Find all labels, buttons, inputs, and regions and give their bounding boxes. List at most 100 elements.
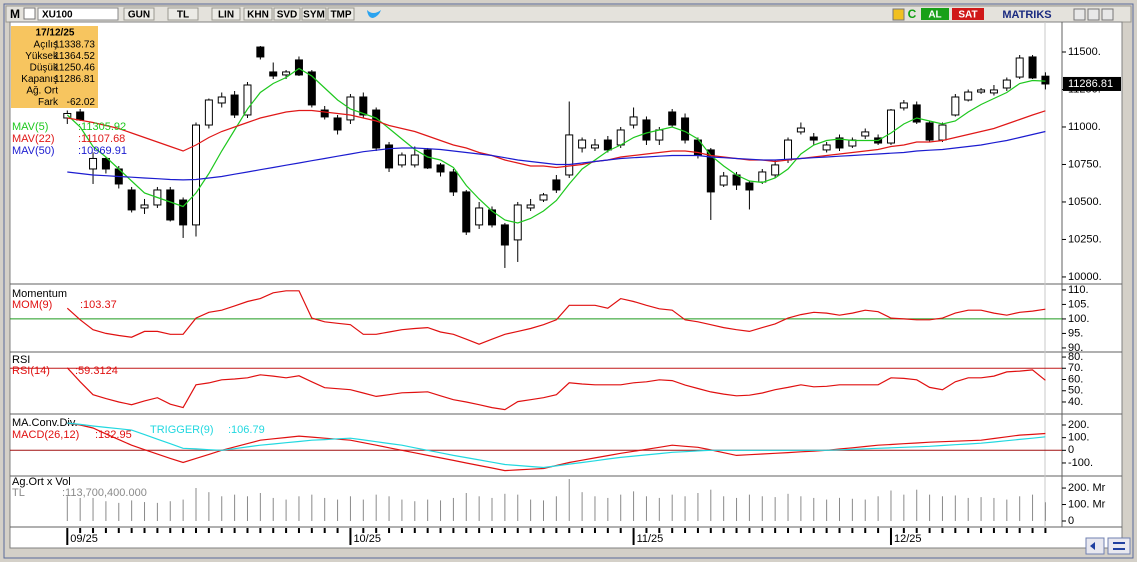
y-tick-label: 80. bbox=[1068, 351, 1083, 363]
candle-body bbox=[89, 157, 98, 170]
candle-body bbox=[578, 139, 587, 149]
candle-body bbox=[745, 182, 754, 191]
y-tick-label: 10500. bbox=[1068, 196, 1102, 208]
candle-body bbox=[771, 164, 780, 176]
y-tick-label: 60. bbox=[1068, 373, 1083, 385]
candle-body bbox=[784, 139, 793, 161]
candle-body bbox=[809, 136, 818, 141]
toolbar-c[interactable]: C bbox=[908, 7, 917, 21]
candle-body bbox=[616, 129, 625, 146]
candle-body bbox=[488, 209, 497, 226]
toolbar-button-label[interactable]: TL bbox=[177, 10, 189, 21]
candle-body bbox=[668, 111, 677, 126]
candle-body bbox=[552, 179, 561, 191]
symbol-icon[interactable] bbox=[23, 7, 36, 20]
window-button[interactable] bbox=[1101, 8, 1114, 21]
y-tick-label: 90. bbox=[1068, 342, 1083, 354]
candle-body bbox=[101, 157, 110, 170]
symbol[interactable]: XU100 bbox=[42, 10, 73, 21]
candle-body bbox=[977, 89, 986, 93]
y-tick-label: 200. Mr bbox=[1068, 482, 1106, 494]
sell-label[interactable]: SAT bbox=[958, 10, 977, 21]
candle-body bbox=[603, 139, 612, 151]
candle-body bbox=[436, 164, 445, 173]
nav-icon bbox=[1090, 542, 1100, 550]
toolbar-button[interactable] bbox=[123, 7, 155, 21]
toolbar-button-label[interactable]: SYM bbox=[303, 10, 325, 21]
panel-title: MA.Conv.Div. bbox=[12, 417, 78, 429]
y-tick-label: 0 bbox=[1068, 515, 1074, 527]
legend-value: :132.95 bbox=[95, 429, 132, 441]
toolbar-button[interactable] bbox=[327, 7, 355, 21]
y-tick-label: -100. bbox=[1068, 457, 1093, 469]
legend-name: MACD(26,12) bbox=[12, 429, 79, 441]
buy-button[interactable] bbox=[921, 8, 949, 20]
x-tick-label: 11/25 bbox=[637, 533, 664, 545]
toolbar-button-label[interactable]: TMP bbox=[330, 10, 351, 21]
toolbar-button-label[interactable]: KHN bbox=[247, 10, 269, 21]
candle-body bbox=[76, 111, 85, 121]
last-price-box bbox=[1063, 76, 1121, 91]
toolbar-button[interactable] bbox=[211, 7, 241, 21]
toolbar-icon[interactable] bbox=[892, 8, 905, 21]
candle-body bbox=[359, 96, 368, 116]
info-value: 11338.73 bbox=[54, 40, 95, 51]
twitter-icon[interactable] bbox=[367, 10, 381, 18]
nav-button[interactable] bbox=[1107, 537, 1131, 555]
y-tick-label: 100. bbox=[1068, 313, 1089, 325]
candle-body bbox=[230, 94, 239, 116]
info-box bbox=[11, 26, 98, 108]
candle-body bbox=[127, 189, 136, 211]
candle-body bbox=[964, 91, 973, 101]
candle-body bbox=[1028, 56, 1037, 79]
candle-body bbox=[333, 117, 342, 131]
window-button[interactable] bbox=[1073, 8, 1086, 21]
toolbar-button[interactable] bbox=[273, 7, 301, 21]
candle-body bbox=[1002, 79, 1011, 89]
legend-value: :11107.68 bbox=[78, 133, 125, 145]
toolbar-button[interactable] bbox=[301, 7, 327, 21]
indicator-line bbox=[67, 130, 1046, 181]
y-tick-label: 50. bbox=[1068, 385, 1083, 397]
candle-body bbox=[397, 154, 406, 166]
legend-name: TL bbox=[12, 487, 25, 499]
candle-body bbox=[822, 144, 831, 151]
candle-body bbox=[758, 171, 767, 183]
candle-body bbox=[886, 109, 895, 144]
legend-value: :59.3124 bbox=[75, 365, 118, 377]
toolbar-button-label[interactable]: GUN bbox=[128, 10, 150, 21]
toolbar-button-label[interactable]: SVD bbox=[277, 10, 298, 21]
window-button[interactable] bbox=[1087, 8, 1100, 21]
candle-body bbox=[179, 199, 188, 226]
info-label: Düşük bbox=[30, 63, 59, 74]
toolbar-button[interactable] bbox=[167, 7, 199, 21]
legend-value: :10969.91 bbox=[78, 145, 127, 157]
symbol-box[interactable] bbox=[37, 7, 119, 21]
candle-body bbox=[1041, 75, 1050, 85]
indicator-line bbox=[66, 367, 1046, 411]
info-label: Açılış bbox=[34, 40, 58, 51]
legend-value: :103.37 bbox=[80, 299, 117, 311]
buy-label[interactable]: AL bbox=[928, 10, 941, 21]
candle-body bbox=[796, 127, 805, 133]
nav-icon bbox=[1113, 542, 1125, 550]
panel-title: RSI bbox=[12, 354, 30, 366]
x-tick-label: 09/25 bbox=[70, 533, 98, 545]
logo[interactable]: M bbox=[10, 7, 20, 21]
y-tick-label: 70. bbox=[1068, 362, 1083, 374]
indicator-line bbox=[66, 67, 1046, 224]
toolbar-button[interactable] bbox=[243, 7, 273, 21]
legend-name: MAV(50) bbox=[12, 145, 55, 157]
info-label: Fark bbox=[38, 97, 59, 108]
toolbar-button-label[interactable]: LIN bbox=[218, 10, 234, 21]
candle-body bbox=[385, 144, 394, 169]
candle-body bbox=[243, 84, 252, 116]
sell-button[interactable] bbox=[952, 8, 984, 20]
info-value: 11364.52 bbox=[54, 51, 95, 62]
candle-body bbox=[1015, 57, 1024, 78]
candle-body bbox=[989, 89, 998, 94]
legend-name: MAV(22) bbox=[12, 133, 55, 145]
candle-body bbox=[449, 171, 458, 193]
panel-title: Momentum bbox=[12, 288, 67, 300]
